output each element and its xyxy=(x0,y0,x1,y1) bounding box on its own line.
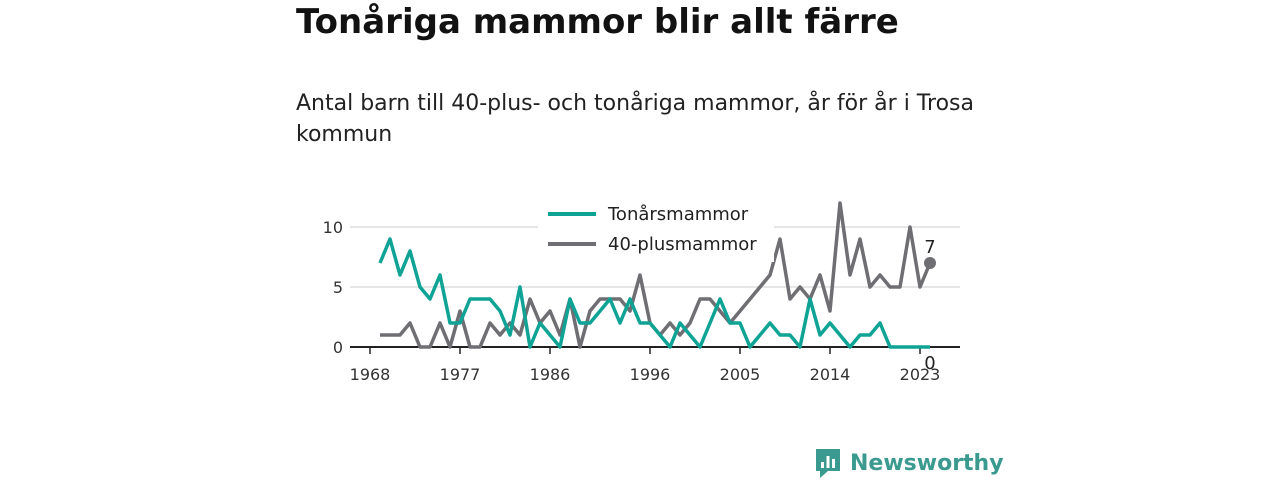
end-label-40-plusmammor: 7 xyxy=(924,237,935,258)
series-lines xyxy=(378,201,936,349)
legend-background xyxy=(538,198,774,262)
end-labels: 70 xyxy=(924,237,935,374)
y-tick-label: 10 xyxy=(323,218,343,237)
x-axis: 1968 1977 1986 1996 2005 2014 2023 xyxy=(350,346,960,384)
legend-label: 40-plusmammor xyxy=(608,234,757,255)
newsworthy-logo-icon xyxy=(816,449,840,478)
y-tick-label: 5 xyxy=(333,278,343,297)
end-point-40-plusmammor xyxy=(924,257,936,269)
chart-subtitle: Antal barn till 40-plus- och tonåriga ma… xyxy=(296,91,974,147)
x-tick-label: 1996 xyxy=(630,365,671,384)
x-tick-label: 2005 xyxy=(720,365,761,384)
y-axis-ticks: 0 5 10 xyxy=(323,218,343,357)
x-tick-label: 2023 xyxy=(900,365,941,384)
legend-label: Tonårsmammor xyxy=(607,204,749,225)
y-tick-label: 0 xyxy=(333,338,343,357)
x-tick-label: 1968 xyxy=(350,365,391,384)
brand-name: Newsworthy xyxy=(850,450,1004,476)
x-tick-label: 1986 xyxy=(530,365,571,384)
x-tick-label: 1977 xyxy=(440,365,481,384)
end-label-tonarsmammor: 0 xyxy=(924,353,935,374)
chart-title: Tonåriga mammor blir allt färre xyxy=(296,2,899,42)
legend: Tonårsmammor 40-plusmammor xyxy=(538,198,774,262)
series-line-tonarsmammor xyxy=(378,237,930,349)
newsworthy-logo: Newsworthy xyxy=(814,446,1004,480)
x-tick-label: 2014 xyxy=(810,365,851,384)
